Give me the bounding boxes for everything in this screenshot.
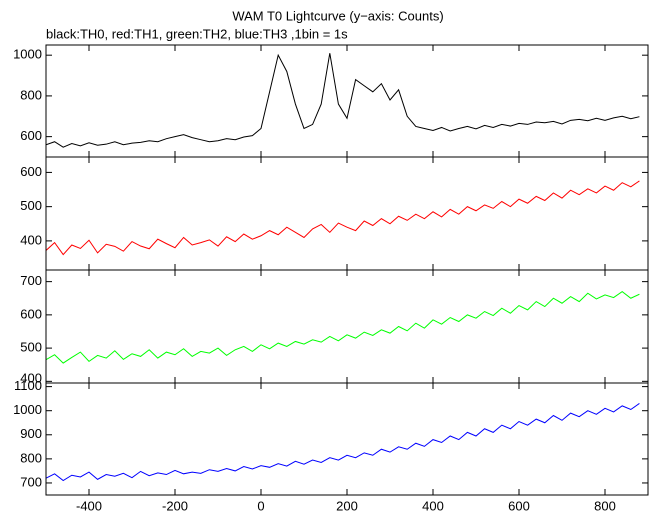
x-tick-label: 0	[257, 498, 264, 513]
y-tick-label: 1100	[14, 378, 42, 393]
chart-subtitle: black:TH0, red:TH1, green:TH2, blue:TH3 …	[46, 26, 348, 41]
y-tick-label: 1000	[13, 47, 42, 62]
series-line	[46, 180, 640, 256]
y-tick-label: 800	[20, 87, 42, 102]
x-tick-label: -400	[76, 498, 102, 513]
y-tick-label: 600	[20, 306, 42, 321]
panel-frame	[45, 44, 649, 158]
y-tick-label: 600	[20, 128, 42, 143]
series-line	[46, 403, 640, 482]
y-tick-label: 500	[20, 198, 42, 213]
x-tick-label: 400	[422, 498, 444, 513]
x-tick-label: 800	[594, 498, 616, 513]
panel-frame	[45, 382, 649, 496]
y-tick-label: 700	[20, 273, 42, 288]
y-tick-label: 800	[20, 450, 42, 465]
x-tick-label: 600	[508, 498, 530, 513]
y-tick-label: 600	[20, 164, 42, 179]
y-tick-label: 900	[20, 426, 42, 441]
y-tick-label: 700	[20, 474, 42, 489]
y-tick-label: 400	[20, 232, 42, 247]
panel-frame	[45, 269, 649, 384]
series-line	[46, 53, 640, 148]
x-tick-label: 200	[336, 498, 358, 513]
series-line	[46, 290, 640, 364]
y-tick-label: 400	[20, 370, 42, 385]
y-tick-label: 1000	[13, 402, 42, 417]
x-tick-label: -200	[162, 498, 188, 513]
chart-title: WAM T0 Lightcurve (y−axis: Counts)	[232, 8, 443, 23]
panel-frame	[45, 156, 649, 271]
y-tick-label: 500	[20, 340, 42, 355]
